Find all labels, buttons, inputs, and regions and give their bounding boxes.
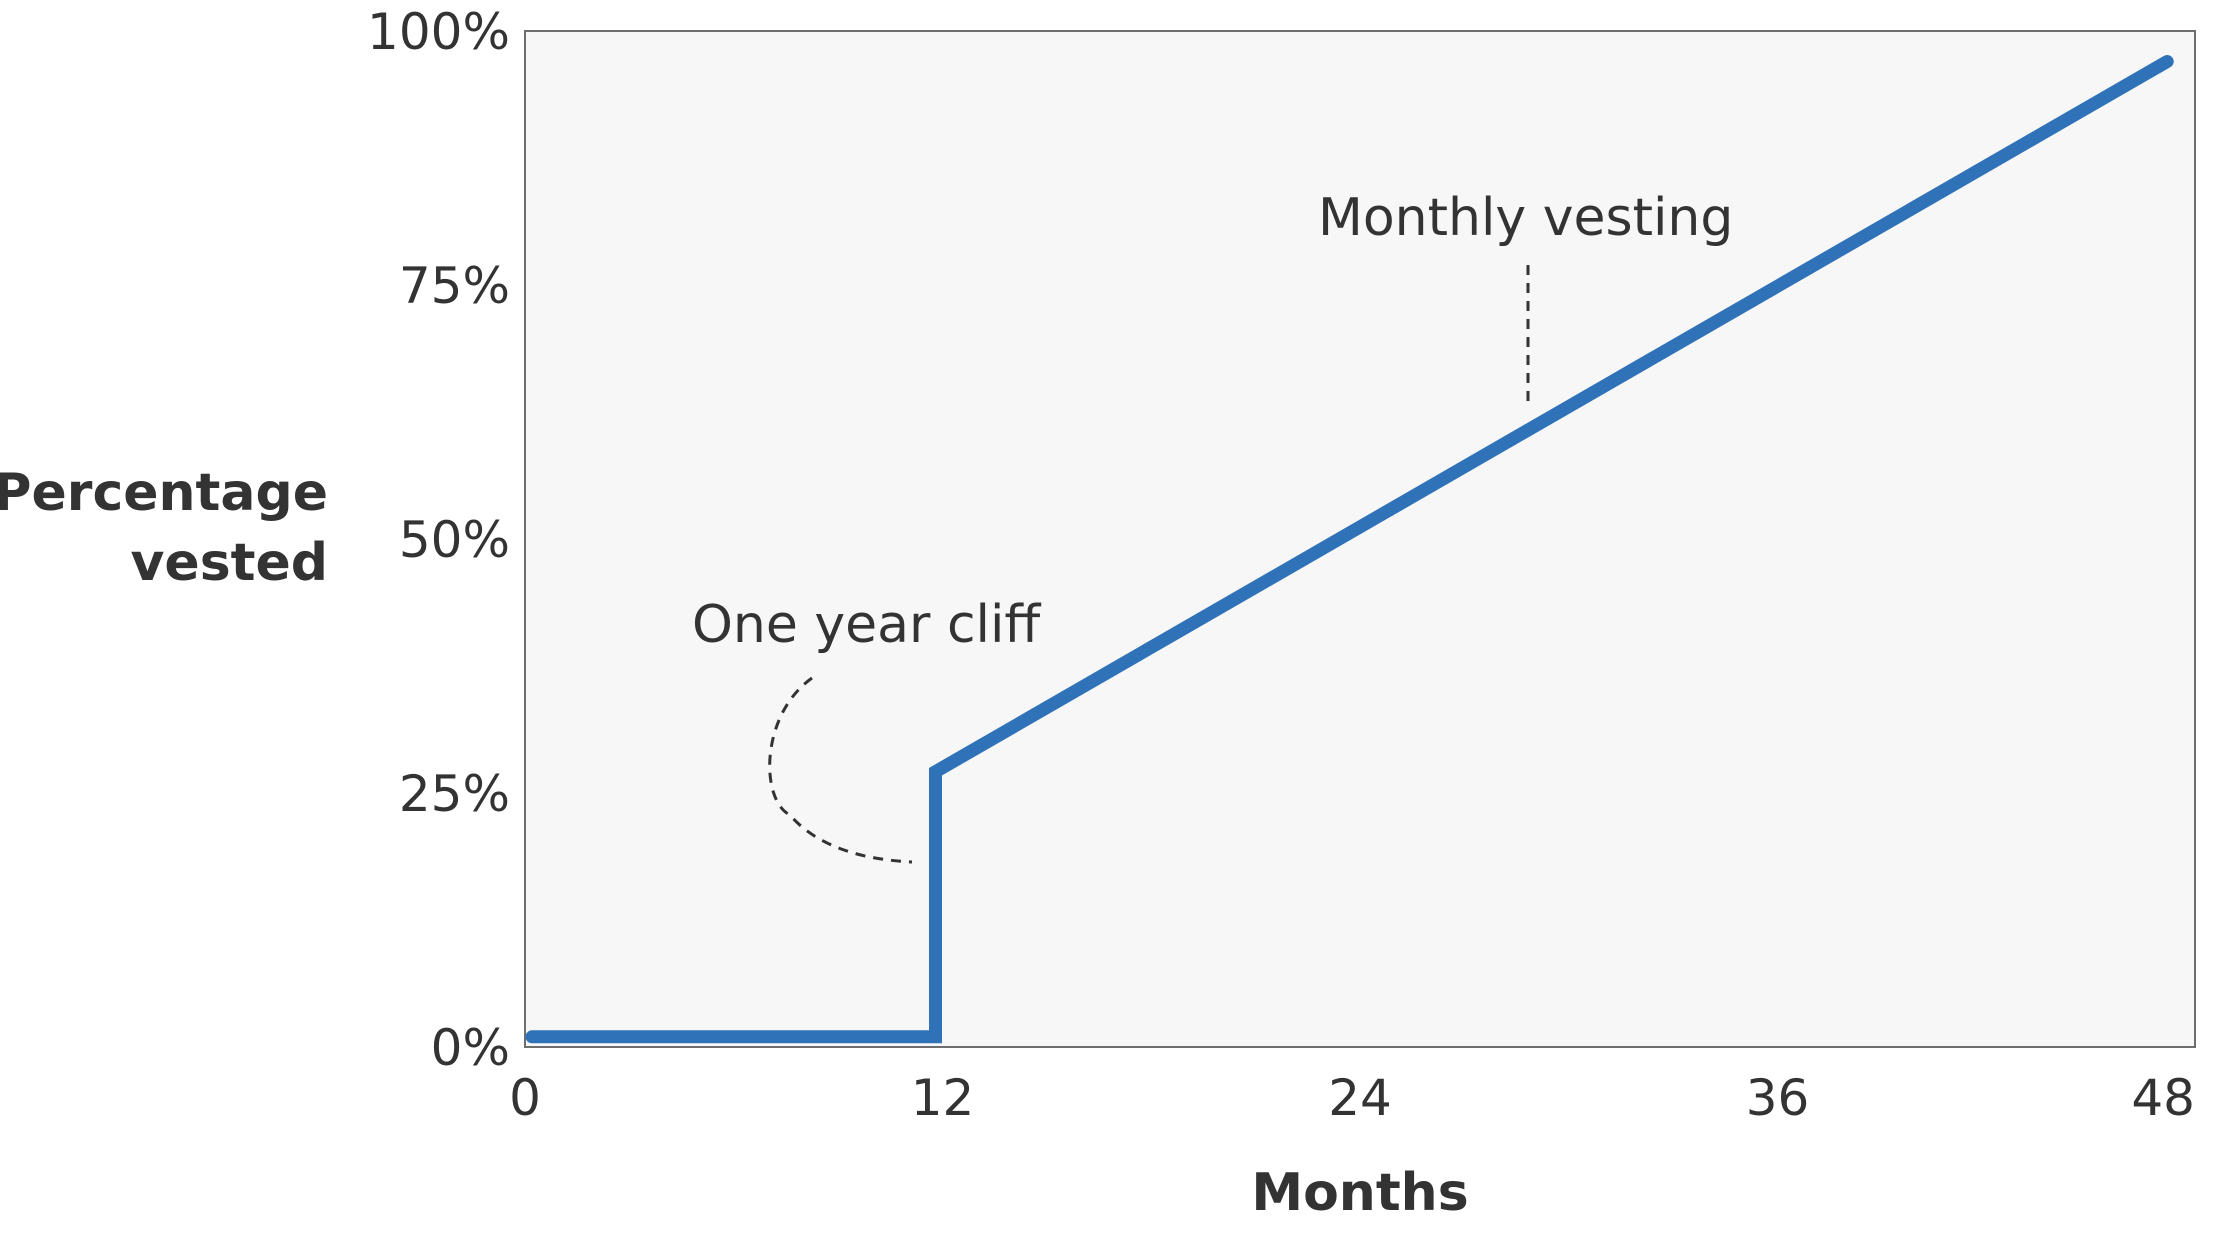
y-tick-label: 50% — [399, 511, 510, 569]
y-axis-ticks: 0% 25% 50% 75% 100% — [367, 3, 510, 1077]
x-tick-label: 36 — [1746, 1069, 1810, 1127]
x-axis-title: Months — [1251, 1163, 1468, 1223]
annotation-monthly-vesting: Monthly vesting — [1318, 188, 1733, 248]
y-axis-title-line-1: Percentage — [0, 463, 328, 523]
x-tick-label: 48 — [2131, 1069, 2195, 1127]
annotation-one-year-cliff: One year cliff — [692, 595, 1041, 655]
vesting-line — [525, 55, 2174, 1044]
x-tick-label: 12 — [911, 1069, 975, 1127]
y-tick-label: 25% — [399, 765, 510, 823]
y-tick-label: 100% — [367, 3, 510, 61]
series-group — [525, 55, 2174, 1044]
x-tick-label: 24 — [1328, 1069, 1392, 1127]
y-axis-title-line-2: vested — [131, 533, 328, 593]
x-axis-ticks: 0 12 24 36 48 — [509, 1069, 2195, 1127]
x-tick-label: 0 — [509, 1069, 541, 1127]
y-tick-label: 0% — [431, 1019, 510, 1077]
y-tick-label: 75% — [399, 257, 510, 315]
